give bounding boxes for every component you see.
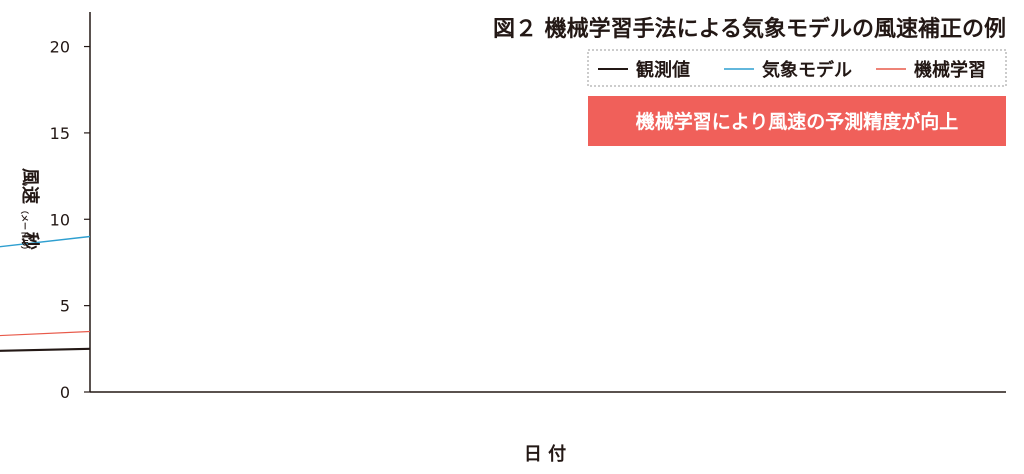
y-tick-label: 10: [50, 210, 70, 229]
series-line-model: [0, 235, 91, 248]
legend-label-ml: 機械学習: [914, 59, 986, 81]
y-tick-label: 0: [60, 383, 70, 402]
legend-border: [587, 49, 1007, 87]
y-axis-title-main: 風速: [19, 168, 41, 204]
y-tick-label: 15: [50, 124, 70, 143]
series-line-ml: [0, 330, 91, 337]
legend-label-observed: 観測値: [636, 59, 690, 81]
series-line-observed: [0, 347, 91, 352]
x-axis-title: 日 付: [524, 443, 566, 465]
callout-text: 機械学習により風速の予測精度が向上: [636, 110, 959, 133]
y-tick-label: 20: [50, 38, 70, 57]
y-axis-title: 風速 （メートル） 秒: [19, 168, 41, 254]
y-tick-label: 5: [60, 297, 70, 316]
callout-banner: 機械学習により風速の予測精度が向上: [588, 96, 1006, 146]
y-axis-title-unit-small: （メートル）: [20, 206, 30, 254]
callout-background: [588, 96, 1006, 146]
y-axis-title-unit-big: 秒: [19, 232, 41, 250]
axes: 0510152005/0405/0905/1405/1905/2405/29: [50, 12, 1006, 402]
legend: 観測値 気象モデル 機械学習: [587, 49, 1007, 87]
chart-title: 図２ 機械学習手法による気象モデルの風速補正の例: [493, 16, 1006, 42]
legend-label-model: 気象モデル: [762, 59, 852, 81]
series-layer: [0, 235, 91, 352]
